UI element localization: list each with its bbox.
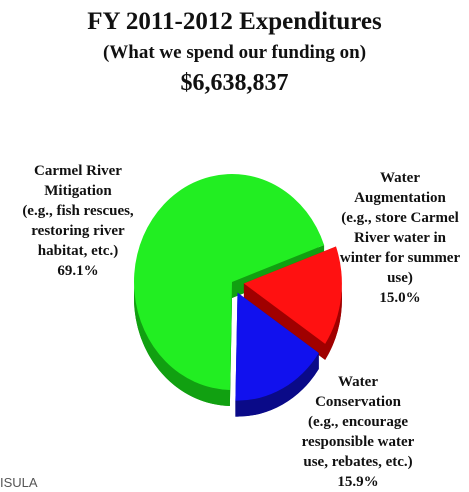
label-water-conservation: Water Conservation (e.g., encourage resp… bbox=[288, 372, 428, 492]
slice-percent: 15.0% bbox=[379, 290, 421, 306]
slice-wall bbox=[243, 283, 326, 360]
slice-percent: 69.1% bbox=[57, 263, 99, 279]
slice-side bbox=[325, 283, 342, 360]
label-line: responsible water bbox=[301, 434, 415, 450]
slice-side bbox=[235, 353, 319, 417]
label-line: Water bbox=[380, 170, 420, 186]
label-line: (e.g., fish rescues, bbox=[22, 203, 134, 219]
label-line: Augmentation bbox=[354, 190, 446, 206]
label-line: winter for summer bbox=[339, 250, 461, 266]
label-line: Conservation bbox=[315, 394, 401, 410]
label-line: River water in bbox=[354, 230, 446, 246]
slice-top bbox=[243, 246, 342, 344]
label-carmel-river-mitigation: Carmel River Mitigation (e.g., fish resc… bbox=[4, 161, 152, 281]
slice-side bbox=[134, 282, 230, 406]
slice-percent: 15.9% bbox=[337, 474, 379, 490]
footer-text: ISULA bbox=[0, 476, 38, 489]
label-line: (e.g., encourage bbox=[308, 414, 408, 430]
label-line: Carmel River bbox=[34, 163, 122, 179]
label-line: habitat, etc.) bbox=[37, 243, 119, 259]
slice-water-conservation bbox=[235, 292, 319, 417]
label-line: use, rebates, etc.) bbox=[303, 454, 413, 470]
label-line: Mitigation bbox=[44, 183, 112, 199]
slice-water-augmentation bbox=[243, 246, 342, 360]
slice-top bbox=[134, 173, 325, 390]
label-line: Water bbox=[338, 374, 378, 390]
label-line: (e.g., store Carmel bbox=[341, 210, 459, 226]
label-water-augmentation: Water Augmentation (e.g., store Carmel R… bbox=[330, 168, 469, 308]
label-line: restoring river bbox=[31, 223, 125, 239]
label-line: use) bbox=[387, 270, 413, 286]
total-amount: $6,638,837 bbox=[180, 70, 289, 96]
slice-wall bbox=[229, 282, 232, 406]
chart-subtitle: (What we spend our funding on) bbox=[102, 42, 367, 63]
slice-top bbox=[235, 292, 319, 401]
chart-title: FY 2011-2012 Expenditures bbox=[87, 8, 382, 35]
